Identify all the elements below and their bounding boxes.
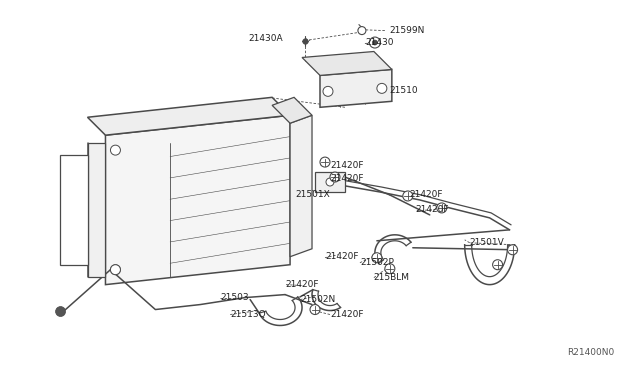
Circle shape bbox=[111, 265, 120, 275]
Polygon shape bbox=[290, 115, 312, 257]
Text: 21502P: 21502P bbox=[360, 258, 394, 267]
Circle shape bbox=[493, 260, 502, 270]
Polygon shape bbox=[88, 97, 290, 135]
Circle shape bbox=[56, 307, 65, 317]
Circle shape bbox=[372, 40, 378, 45]
Circle shape bbox=[403, 191, 413, 201]
Text: R21400N0: R21400N0 bbox=[567, 348, 614, 357]
Polygon shape bbox=[315, 172, 345, 192]
Polygon shape bbox=[320, 70, 392, 107]
Circle shape bbox=[111, 265, 120, 275]
Text: 21420F: 21420F bbox=[416, 205, 449, 214]
Polygon shape bbox=[302, 51, 392, 76]
Text: 21599N: 21599N bbox=[390, 26, 425, 35]
Circle shape bbox=[320, 157, 330, 167]
Text: 21510: 21510 bbox=[390, 86, 419, 95]
Circle shape bbox=[330, 172, 340, 182]
Circle shape bbox=[436, 203, 447, 213]
Text: 21420F: 21420F bbox=[285, 280, 319, 289]
Text: 21420F: 21420F bbox=[410, 190, 444, 199]
Circle shape bbox=[377, 83, 387, 93]
Polygon shape bbox=[272, 97, 312, 123]
Text: 21420F: 21420F bbox=[330, 161, 364, 170]
Text: 21420F: 21420F bbox=[330, 310, 364, 319]
Circle shape bbox=[369, 37, 380, 48]
Text: 21420F: 21420F bbox=[330, 173, 364, 183]
Circle shape bbox=[323, 86, 333, 96]
Text: 21501X: 21501X bbox=[295, 190, 330, 199]
Text: 215BLM: 215BLM bbox=[373, 273, 409, 282]
Text: 21430A: 21430A bbox=[248, 34, 283, 43]
Circle shape bbox=[111, 145, 120, 155]
Polygon shape bbox=[60, 155, 88, 265]
Text: 21503: 21503 bbox=[220, 293, 249, 302]
Polygon shape bbox=[88, 143, 106, 277]
Circle shape bbox=[358, 26, 366, 35]
Circle shape bbox=[385, 264, 395, 274]
Circle shape bbox=[508, 245, 518, 255]
Text: 21420F: 21420F bbox=[325, 252, 358, 261]
Text: 21502N: 21502N bbox=[300, 295, 335, 304]
Circle shape bbox=[326, 178, 334, 186]
Text: 21513Q: 21513Q bbox=[230, 310, 266, 319]
Polygon shape bbox=[106, 115, 290, 285]
Circle shape bbox=[310, 305, 320, 314]
Text: 21430: 21430 bbox=[365, 38, 394, 47]
Circle shape bbox=[372, 253, 382, 263]
Text: 21501V: 21501V bbox=[470, 238, 504, 247]
